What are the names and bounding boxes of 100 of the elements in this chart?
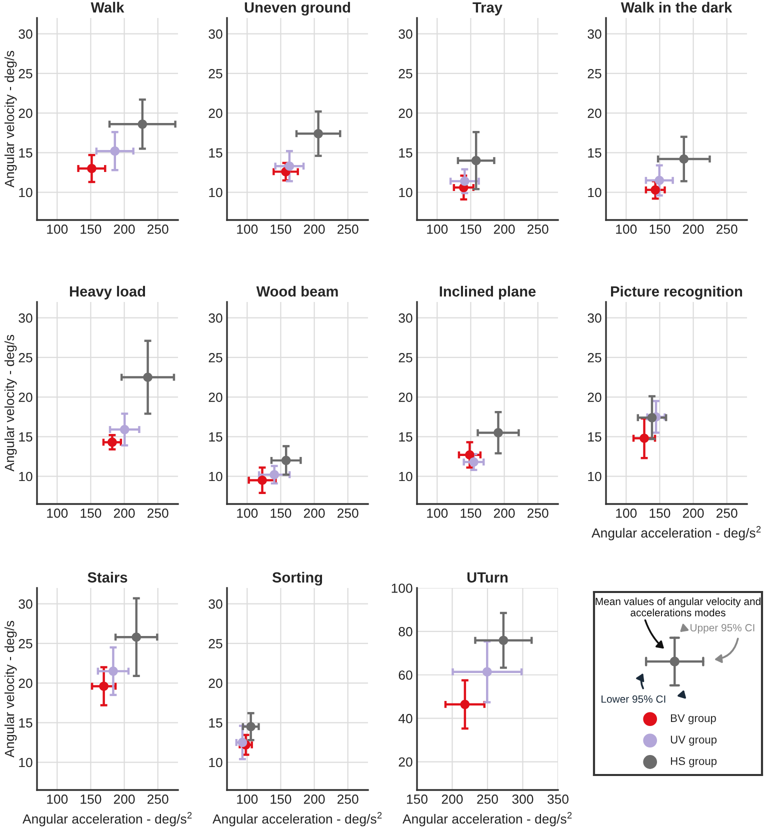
y-tick-label: 25 xyxy=(588,69,602,78)
point xyxy=(87,164,96,174)
y-axis-title: Angular velocity - deg/s xyxy=(4,50,17,188)
x-tick-label: 150 xyxy=(270,224,292,234)
y-tick-label: 15 xyxy=(19,432,32,442)
x-tick-label: 100 xyxy=(427,224,448,234)
y-tick-label: 25 xyxy=(588,353,602,362)
point xyxy=(494,428,503,438)
y-tick-label: 30 xyxy=(208,29,222,39)
x-axis-title: Angular acceleration - deg/s$^{2}$ xyxy=(212,812,382,826)
x-tick-label: 150 xyxy=(270,794,292,804)
x-tick-label: 250 xyxy=(148,508,168,518)
y-tick-label: 15 xyxy=(399,432,412,442)
y-tick-label: 10 xyxy=(399,188,412,198)
chart-title: Walk xyxy=(90,2,124,13)
x-tick-label: 100 xyxy=(47,224,68,234)
x-tick-label: 250 xyxy=(338,224,358,234)
point xyxy=(246,722,256,732)
y-tick-label: 20 xyxy=(18,108,32,118)
x-tick-label: 200 xyxy=(114,508,135,518)
y-tick-label: 30 xyxy=(18,313,32,323)
x-tick-label: 250 xyxy=(528,224,548,234)
y-tick-label: 20 xyxy=(588,392,602,402)
y-tick-label: 30 xyxy=(18,29,32,39)
x-tick-label: 250 xyxy=(477,794,498,804)
y-tick-label: 25 xyxy=(208,353,222,362)
x-tick-label: 100 xyxy=(237,794,258,804)
x-tick-label: 250 xyxy=(716,508,738,518)
y-tick-label: 20 xyxy=(398,392,412,402)
y-tick-label: 10 xyxy=(399,472,412,482)
x-tick-label: 150 xyxy=(650,508,670,518)
point xyxy=(471,156,481,166)
chart-title: Sorting xyxy=(272,572,322,586)
y-tick-label: 10 xyxy=(209,188,222,198)
text: Upper 95% CI xyxy=(690,624,754,634)
x-tick-label: 150 xyxy=(650,224,670,234)
point xyxy=(284,161,294,171)
x-tick-label: 150 xyxy=(460,508,482,518)
y-tick-label: 30 xyxy=(208,313,222,323)
x-axis-title: Angular acceleration - deg/s$^{2}$ xyxy=(402,812,572,826)
point xyxy=(132,632,142,642)
y-axis-title: Angular velocity - deg/s xyxy=(4,334,17,472)
x-tick-label: 250 xyxy=(148,224,168,234)
point xyxy=(498,636,508,646)
x-tick-label: 250 xyxy=(148,794,168,804)
x-tick-label: 150 xyxy=(80,224,102,234)
chart-title: Uneven ground xyxy=(244,2,350,16)
legend-label: HS group xyxy=(671,757,717,768)
y-axis-title: Angular velocity - deg/s xyxy=(4,620,17,758)
x-axis-title: Angular acceleration - deg/s$^{2}$ xyxy=(22,812,192,826)
x-tick-label: 100 xyxy=(237,508,258,518)
chart-title: Inclined plane xyxy=(440,286,536,300)
text: Lower 95% CI xyxy=(602,695,666,703)
y-tick-label: 15 xyxy=(588,432,602,442)
x-tick-label: 250 xyxy=(338,508,358,518)
x-tick-label: 200 xyxy=(304,224,325,234)
point xyxy=(482,667,492,676)
point xyxy=(650,185,660,195)
x-tick-label: 150 xyxy=(407,794,428,804)
x-tick-label: 200 xyxy=(494,224,515,234)
x-tick-label: 100 xyxy=(237,224,258,234)
y-tick-label: 15 xyxy=(399,148,412,158)
y-tick-label: 20 xyxy=(398,757,412,767)
chart-title: Wood beam xyxy=(256,286,338,297)
x-tick-label: 200 xyxy=(304,508,325,518)
y-tick-label: 10 xyxy=(588,472,602,482)
legend-label: UV group xyxy=(670,736,717,746)
point xyxy=(120,424,130,434)
x-tick-label: 150 xyxy=(460,224,482,234)
y-tick-label: 30 xyxy=(18,599,32,609)
y-tick-label: 20 xyxy=(18,392,32,402)
point xyxy=(640,434,649,443)
y-tick-label: 10 xyxy=(209,472,222,482)
x-tick-label: 250 xyxy=(338,794,358,804)
y-tick-label: 20 xyxy=(208,392,222,402)
x-tick-label: 200 xyxy=(682,224,704,234)
x-tick-label: 300 xyxy=(512,794,534,804)
y-tick-label: 25 xyxy=(18,353,32,362)
y-tick-label: 20 xyxy=(588,108,602,118)
x-tick-label: 250 xyxy=(716,224,738,234)
y-tick-label: 25 xyxy=(398,353,412,362)
y-tick-label: 10 xyxy=(19,472,32,482)
y-tick-label: 20 xyxy=(398,108,412,118)
y-tick-label: 20 xyxy=(208,108,222,118)
point xyxy=(108,666,118,676)
point xyxy=(108,438,117,447)
y-tick-label: 10 xyxy=(588,188,602,198)
y-tick-label: 25 xyxy=(398,69,412,78)
point xyxy=(460,700,470,710)
x-tick-label: 100 xyxy=(427,508,448,518)
x-tick-label: 200 xyxy=(114,224,135,234)
chart-title: Stairs xyxy=(88,572,128,583)
y-tick-label: 10 xyxy=(209,758,222,768)
y-tick-label: 30 xyxy=(208,599,222,609)
x-tick-label: 250 xyxy=(528,508,548,518)
x-tick-label: 200 xyxy=(114,794,135,804)
point xyxy=(143,372,152,382)
y-tick-label: 20 xyxy=(208,678,222,688)
y-tick-label: 20 xyxy=(18,678,32,688)
chart-title: Walk in the dark xyxy=(620,2,732,13)
